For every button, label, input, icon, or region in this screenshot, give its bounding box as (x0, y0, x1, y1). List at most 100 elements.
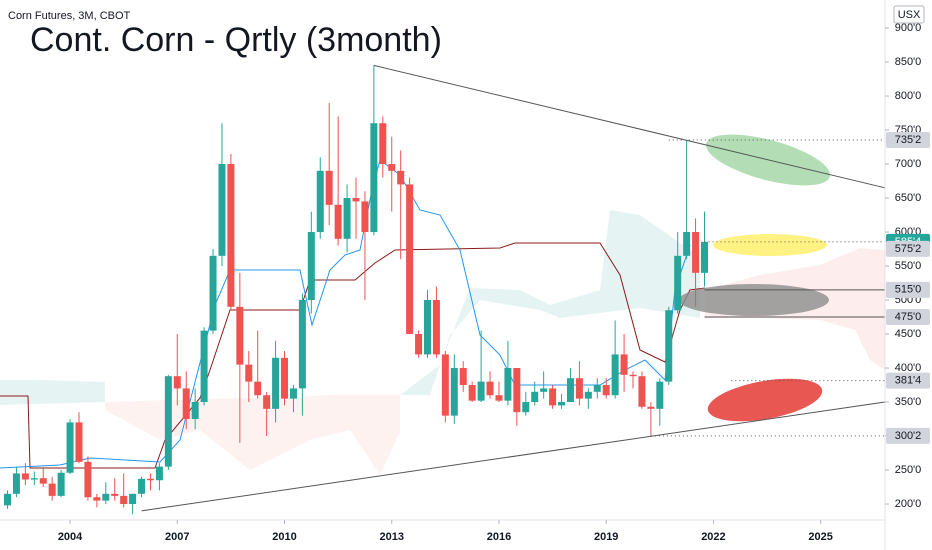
y-tick-label: 700'0 (895, 158, 922, 170)
candle-body (48, 483, 56, 496)
candle-body (289, 388, 297, 399)
cloud (400, 210, 700, 395)
currency[interactable]: USX (898, 9, 921, 21)
candle-body (30, 478, 38, 480)
candle-body (468, 385, 476, 401)
y-tick-label: 550'0 (895, 260, 922, 272)
level-label-box (886, 372, 930, 389)
candle-body (298, 300, 306, 389)
candle-body (75, 422, 83, 462)
candle-body (549, 388, 557, 406)
candle-body (575, 378, 583, 399)
x-tick-label: 2007 (165, 531, 189, 543)
candle-body (441, 354, 449, 416)
level-label-box (886, 281, 930, 298)
level-label: 735'2 (895, 134, 922, 146)
level-label-box (886, 240, 930, 257)
candle-body (522, 402, 530, 413)
candle-body (84, 461, 92, 498)
trendline (373, 64, 886, 189)
candle-body (593, 385, 601, 392)
candle-body (12, 473, 20, 494)
zone-ellipse (707, 378, 823, 422)
y-tick-label: 400'0 (895, 362, 922, 374)
y-tick-label: 650'0 (895, 192, 922, 204)
level-label: 515'0 (895, 284, 922, 296)
x-tick-label: 2016 (487, 531, 511, 543)
candle-body (182, 388, 190, 420)
y-tick-label: 900'0 (895, 22, 922, 34)
candle-body (263, 395, 271, 409)
candle-body (558, 402, 566, 406)
plot (4, 64, 886, 515)
candle-body (450, 368, 458, 416)
candle-body (665, 310, 673, 382)
candle-body (164, 376, 172, 467)
candle-body (102, 493, 110, 501)
candle-body (209, 255, 217, 331)
candle-body (200, 330, 208, 403)
candle-body (647, 406, 655, 409)
candle-body (683, 232, 691, 256)
candle-body (432, 300, 440, 355)
candle-body (227, 164, 235, 307)
candle-body (316, 170, 324, 233)
x-tick-label: 2025 (808, 531, 832, 543)
candle-body (21, 473, 29, 480)
candle-body (120, 495, 128, 505)
candle-body (343, 198, 351, 239)
y-tick-label: 800'0 (895, 90, 922, 102)
candle-body (236, 306, 244, 365)
candle-body (370, 123, 378, 233)
candle-body (477, 381, 485, 401)
candle-body (155, 466, 163, 481)
currency-box[interactable] (893, 5, 925, 24)
x-tick-label: 2022 (701, 531, 725, 543)
candle-body (254, 381, 262, 396)
candle-body (397, 170, 405, 185)
trendline (141, 401, 886, 512)
level-label: 475'0 (895, 311, 922, 323)
candle-body (191, 402, 199, 420)
zone-ellipse (713, 234, 827, 256)
candle-body (638, 376, 646, 407)
y-tick-label: 250'0 (895, 464, 922, 476)
candle-body (4, 493, 12, 506)
chart-header: Corn Futures, 3M, CBOT (8, 10, 131, 22)
candle-body (566, 378, 574, 403)
level-label-box (886, 309, 930, 326)
candle-body (272, 357, 280, 409)
candle-body (57, 472, 65, 496)
candle-body (406, 184, 414, 335)
candle-body (361, 201, 369, 233)
candle-body (325, 170, 333, 205)
candle-body (629, 374, 637, 377)
candle-body (459, 368, 467, 386)
y-tick-label: 850'0 (895, 56, 922, 68)
candle-body (531, 391, 539, 403)
level-label: 575'2 (895, 243, 922, 255)
level-label: 300'2 (895, 430, 922, 442)
level-label-box (886, 132, 930, 149)
y-tick-label: 450'0 (895, 328, 922, 340)
candle-body (138, 478, 146, 494)
candle-body (218, 164, 226, 256)
candle-body (379, 123, 387, 165)
candle-body (620, 354, 628, 375)
x-tick-label: 2013 (380, 531, 404, 543)
axes: 200'0250'0300'0350'0400'0450'0500'0550'0… (58, 22, 930, 543)
candle-body (245, 364, 253, 382)
candle-body (352, 198, 360, 202)
zone-ellipse (679, 284, 829, 316)
candle-body (146, 478, 154, 481)
candle-body (513, 368, 521, 413)
candle-body (611, 354, 619, 396)
candle-body (584, 391, 592, 399)
candle-body (307, 232, 315, 301)
candle-body (656, 381, 664, 409)
cloud (105, 395, 400, 475)
candle-body (39, 478, 47, 484)
chart-title: Cont. Corn - Qrtly (3month) (30, 21, 442, 59)
candle-body (423, 300, 431, 355)
